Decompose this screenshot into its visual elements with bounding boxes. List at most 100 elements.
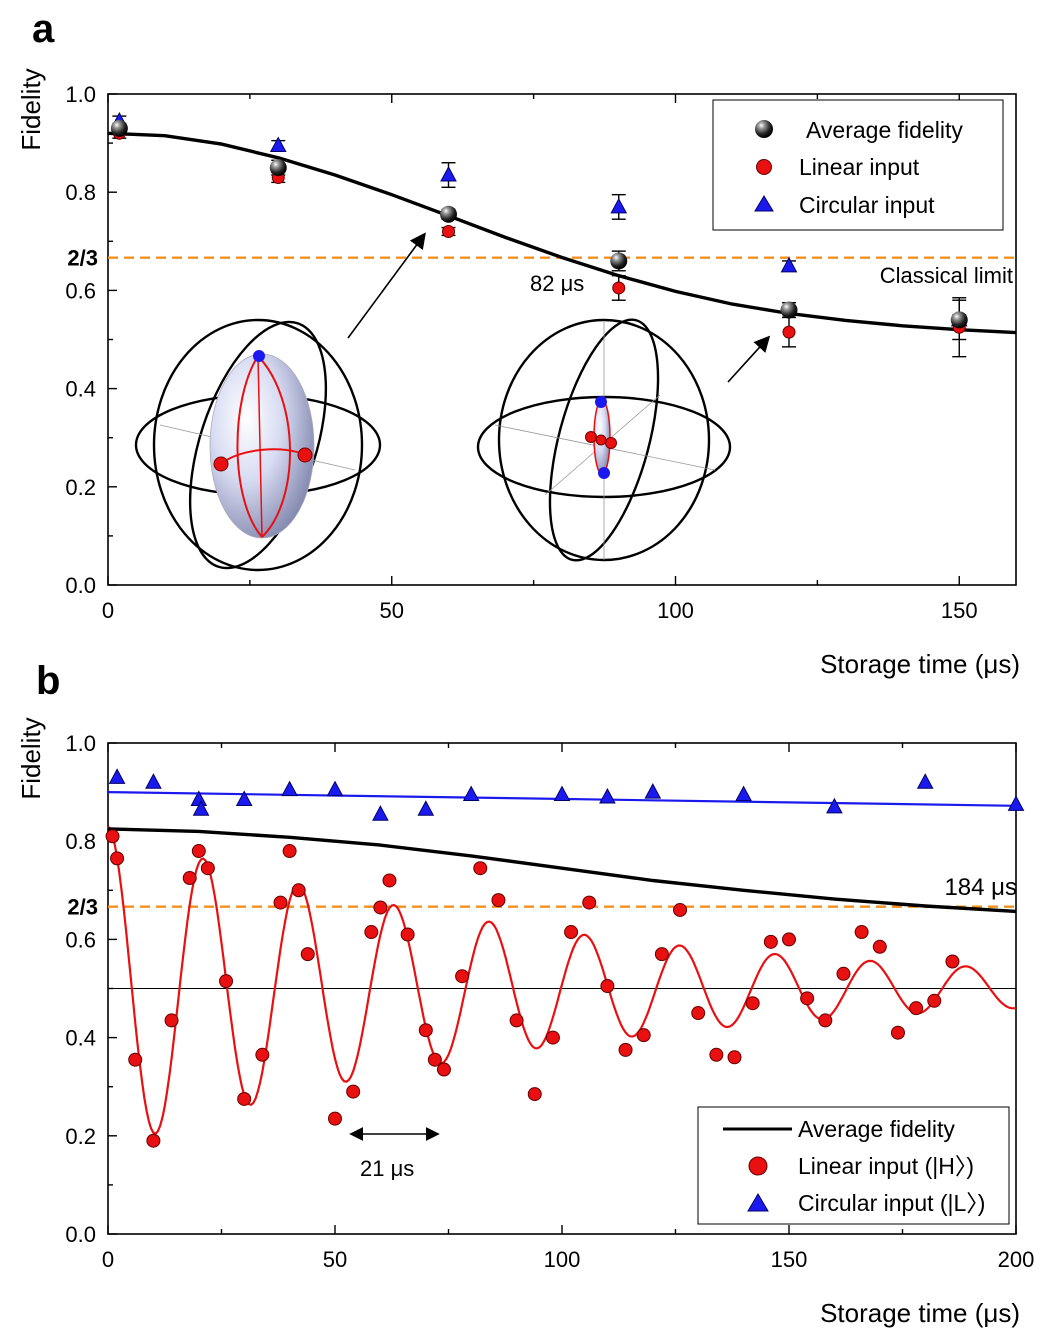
- linear-input-point: [582, 895, 597, 910]
- linear-input-point: [427, 1052, 442, 1067]
- circular-input-point: [553, 785, 571, 802]
- linear-input-point: [418, 1023, 433, 1038]
- legend-a-linear-marker: [756, 159, 772, 175]
- classical-limit-text: Classical limit: [880, 263, 1013, 288]
- linear-input-point: [128, 1052, 143, 1067]
- linear-input-point: [146, 1133, 161, 1148]
- y-tick-label-a: 0.6: [65, 278, 96, 303]
- circular-input-point: [108, 768, 126, 784]
- x-tick-label-b: 0: [102, 1247, 114, 1272]
- circular-input-point: [440, 165, 457, 182]
- decay-time-annotation-a: 82 μs: [530, 271, 584, 296]
- y-tick-label-a: 0.4: [65, 377, 96, 402]
- y-axis-title-a: Fidelity: [16, 68, 46, 150]
- y-tick-label-b: 0.0: [65, 1222, 96, 1247]
- panel-a-letter: a: [32, 7, 55, 51]
- linear-input-point: [300, 947, 315, 962]
- y-tick-label-a: 0.2: [65, 475, 96, 500]
- linear-input-point: [818, 1013, 833, 1028]
- circular-input-point: [644, 783, 662, 799]
- linear-input-fit-curve: [107, 825, 1017, 1135]
- linear-input-point: [346, 1084, 361, 1099]
- linear-input-point: [237, 1091, 252, 1106]
- linear-input-point: [927, 993, 942, 1008]
- legend-a: Average fidelity Linear input Circular i…: [712, 99, 1004, 231]
- inset-1-arrow: [347, 232, 426, 339]
- linear-input-point: [382, 873, 397, 888]
- legend-a-linear-label: Linear input: [799, 154, 920, 180]
- legend-b: Average fidelity Linear input (|H〉) Circ…: [697, 1106, 1010, 1225]
- linear-input-point: [709, 1047, 724, 1062]
- x-tick-label-a: 150: [941, 598, 978, 623]
- legend-b-circular-marker: [747, 1193, 769, 1212]
- average-fidelity-point: [440, 205, 457, 223]
- average-fidelity-curve-b: [107, 827, 1017, 914]
- circular-input-point: [916, 773, 934, 789]
- linear-input-point: [291, 883, 306, 898]
- linear-input-point: [373, 900, 388, 915]
- linear-input-point: [191, 844, 206, 859]
- legend-b-linear-marker: [748, 1156, 768, 1176]
- linear-input-point: [255, 1047, 270, 1062]
- linear-input-point: [782, 932, 796, 947]
- linear-input-point: [854, 925, 869, 940]
- linear-input-point: [455, 969, 470, 984]
- linear-input-point: [564, 925, 579, 940]
- circular-input-point: [610, 197, 628, 214]
- linear-input-point: [890, 1025, 905, 1040]
- linear-input-point: [654, 947, 669, 962]
- classical-limit-value-label-b: 2/3: [67, 895, 98, 920]
- y-tick-label-a: 0.0: [65, 573, 96, 598]
- linear-input-point: [636, 1028, 651, 1043]
- linear-input-point: [691, 1006, 706, 1021]
- circular-input-point: [599, 787, 616, 804]
- y-tick-label-b: 0.8: [65, 829, 96, 854]
- panel-b-letter: b: [36, 659, 60, 703]
- linear-input-point: [491, 893, 506, 908]
- linear-input-point: [442, 224, 455, 238]
- linear-input-point: [364, 925, 379, 940]
- linear-input-point: [945, 954, 960, 969]
- bloch-sphere-inset-2: [476, 318, 732, 562]
- y-tick-label-a: 1.0: [65, 82, 96, 107]
- average-fidelity-point: [610, 252, 628, 270]
- linear-input-point: [328, 1111, 342, 1126]
- legend-b-average-label: Average fidelity: [798, 1116, 955, 1142]
- y-tick-label-b: 1.0: [65, 731, 96, 756]
- legend-a-circular-marker: [754, 195, 774, 212]
- linear-input-point: [673, 902, 688, 917]
- legend-a-average-marker: [755, 120, 773, 138]
- average-fidelity-point: [950, 311, 968, 329]
- circular-input-point: [417, 800, 435, 816]
- x-tick-label-b: 100: [544, 1247, 581, 1272]
- linear-input-point: [273, 895, 288, 910]
- linear-input-point: [782, 325, 796, 339]
- legend-a-circular-label: Circular input: [799, 192, 935, 218]
- bloch-sphere-inset-1: [134, 318, 382, 572]
- circular-input-point: [269, 136, 287, 153]
- linear-input-point: [400, 927, 415, 942]
- x-tick-label-a: 50: [380, 598, 404, 623]
- x-tick-label-b: 200: [998, 1247, 1035, 1272]
- linear-input-point: [545, 1030, 560, 1045]
- x-tick-label-b: 150: [771, 1247, 808, 1272]
- linear-input-point: [909, 1001, 924, 1016]
- linear-input-point: [473, 861, 488, 876]
- average-fidelity-point: [780, 301, 798, 319]
- linear-input-point: [219, 974, 234, 989]
- x-tick-label-b: 50: [323, 1247, 347, 1272]
- linear-input-point: [763, 934, 778, 949]
- classical-limit-value-label-a: 2/3: [67, 246, 98, 271]
- inset-2-arrow: [727, 335, 771, 383]
- linear-input-point: [182, 871, 197, 886]
- linear-input-point: [164, 1013, 179, 1028]
- linear-input-point: [600, 979, 615, 994]
- panel-b-plot: 0.0 0.2 0.4 0.6 0.8 1.0 0 50 100 150 200 Fidelity St…: [16, 717, 1034, 1328]
- period-annotation: 21 μs: [360, 1156, 414, 1181]
- linear-input-point: [436, 1062, 451, 1077]
- decay-time-annotation-b: 184 μs: [944, 874, 1017, 901]
- y-tick-label-a: 0.8: [65, 180, 96, 205]
- linear-input-point: [200, 861, 215, 876]
- legend-a-average-label: Average fidelity: [806, 117, 963, 143]
